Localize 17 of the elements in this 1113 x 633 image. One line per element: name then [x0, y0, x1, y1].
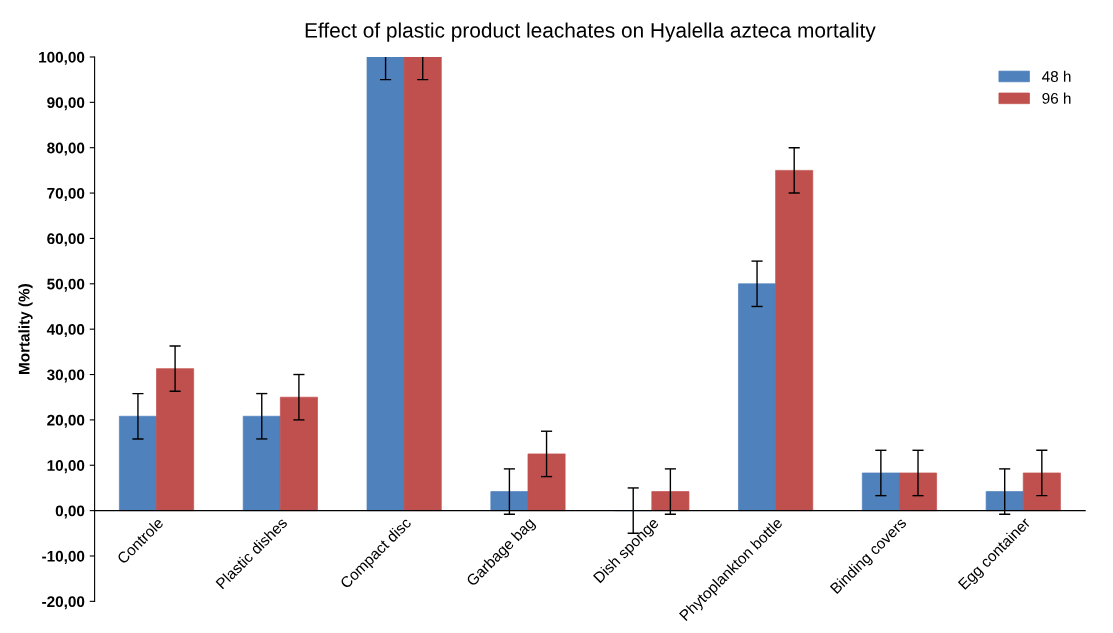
- y-tick-label: -20,00: [42, 596, 85, 610]
- y-tick-label: 40,00: [46, 324, 85, 338]
- legend-label: 96 h: [1042, 92, 1071, 104]
- y-tick-label: 70,00: [47, 187, 85, 201]
- y-tick-label: 30,00: [47, 369, 85, 383]
- y-tick-label: 90,00: [47, 97, 85, 111]
- y-tick-label: 10,00: [47, 460, 85, 474]
- y-tick-label: -10,00: [42, 550, 85, 564]
- chart-title: Effect of plastic product leachates on Hyalella azteca mortality: [305, 22, 876, 42]
- y-tick-label: 80,00: [47, 142, 85, 156]
- y-tick-label: 0,00: [55, 505, 85, 519]
- y-tick-label: 100,00: [39, 51, 85, 65]
- y-tick-label: 50,00: [47, 278, 85, 292]
- y-tick-label: 60,00: [47, 233, 85, 247]
- legend-label: 48 h: [1042, 70, 1071, 82]
- y-tick-label: 20,00: [47, 414, 85, 428]
- y-axis-title: Mortality (%): [18, 284, 33, 374]
